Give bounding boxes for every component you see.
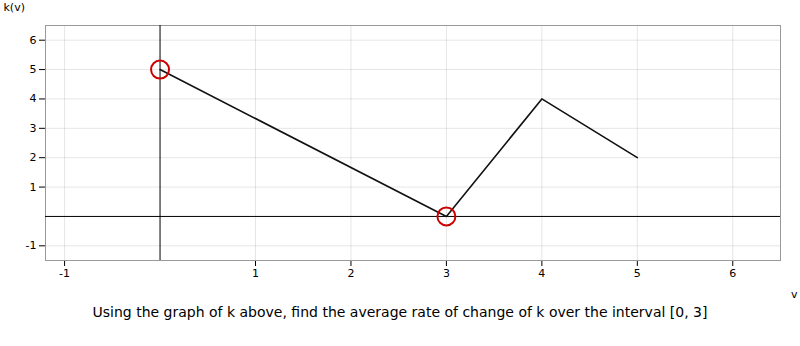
svg-text:3: 3 (30, 122, 37, 135)
html-text:Using the graph of k above, fi: Using the graph of k above, find the ave… (92, 304, 708, 320)
svg-text:2: 2 (347, 267, 354, 280)
svg-text:1: 1 (252, 267, 259, 280)
svg-text:2: 2 (30, 151, 37, 164)
svg-text:6: 6 (30, 34, 37, 47)
svg-text:1: 1 (30, 181, 37, 194)
svg-text:5: 5 (634, 267, 641, 280)
svg-text:6: 6 (729, 267, 736, 280)
svg-text:4: 4 (538, 267, 545, 280)
svg-text:k(v): k(v) (4, 1, 25, 14)
svg-text:3: 3 (443, 267, 450, 280)
svg-text:v: v (791, 288, 798, 301)
svg-text:4: 4 (30, 92, 37, 105)
svg-text:5: 5 (30, 63, 37, 76)
svg-text:-1: -1 (26, 239, 37, 252)
svg-text:-1: -1 (59, 267, 70, 280)
